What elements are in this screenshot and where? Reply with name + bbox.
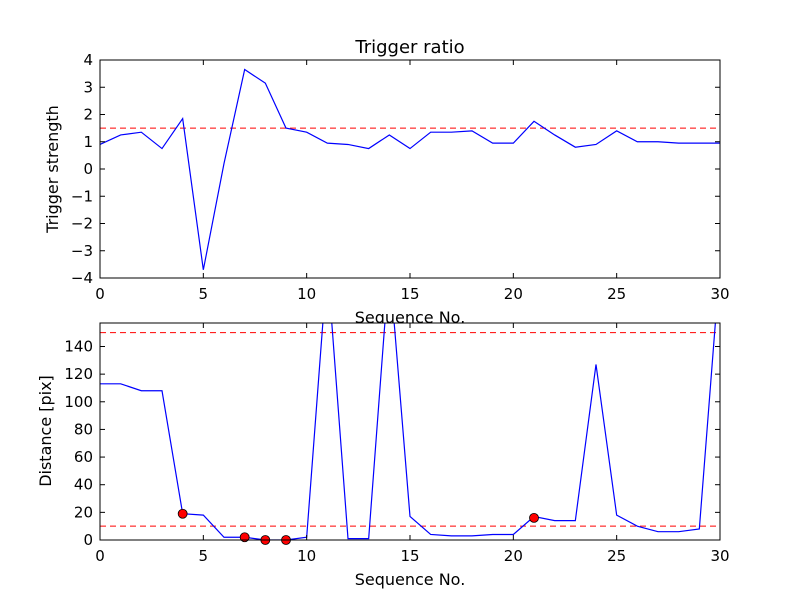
y-tick-label: 2 (83, 106, 93, 124)
y-tick-label: 3 (83, 78, 93, 96)
y-tick-label: 1 (83, 133, 93, 151)
x-axis-label: Sequence No. (355, 570, 466, 589)
x-tick-label: 25 (607, 285, 626, 303)
x-tick-label: 5 (199, 285, 209, 303)
y-axis-label: Distance [pix] (36, 375, 55, 487)
y-tick-label: 120 (64, 365, 93, 383)
y-tick-label: 100 (64, 393, 93, 411)
x-tick-label: 20 (504, 285, 523, 303)
x-tick-label: 10 (297, 285, 316, 303)
x-tick-label: 30 (710, 547, 729, 565)
x-tick-label: 5 (199, 547, 209, 565)
x-tick-label: 20 (504, 547, 523, 565)
trigger-ratio-plot: Trigger ratio 0 5 10 15 20 25 30 43210−1−2−3−4… (43, 37, 730, 327)
series-line (100, 68, 720, 270)
data-point-marker (529, 512, 539, 523)
y-tick-label: −2 (71, 215, 93, 233)
y-tick-label: 40 (74, 476, 93, 494)
distance-plot: 0 5 10 15 20 25 30 140 120 100 80 60 40 20 0 Sequence… (36, 322, 730, 589)
y-tick-label: 140 (64, 337, 93, 355)
chart-title: Trigger ratio (354, 37, 464, 58)
y-tick-label: −3 (71, 242, 93, 260)
y-tick-label: 0 (83, 160, 93, 178)
plot-area (100, 323, 720, 540)
x-tick-label: 30 (710, 285, 729, 303)
x-axis-label: Sequence No. (355, 308, 466, 327)
series-line (100, 323, 716, 540)
data-point-marker (177, 508, 188, 519)
x-tick-label: 15 (400, 547, 419, 565)
plot-area (100, 60, 720, 278)
y-tick-label: −1 (71, 187, 93, 205)
y-tick-label: 20 (74, 503, 93, 521)
y-tick-label: −4 (71, 269, 93, 287)
y-tick-label: 80 (74, 420, 93, 438)
y-tick-label: 4 (83, 51, 93, 69)
y-tick-label: 60 (74, 448, 93, 466)
y-tick-label: 0 (83, 531, 93, 549)
x-tick-label: 25 (607, 547, 626, 565)
x-tick-label: 0 (95, 285, 105, 303)
y-axis-label: Trigger strength (43, 105, 62, 234)
x-tick-label: 15 (400, 285, 419, 303)
x-tick-label: 10 (297, 547, 316, 565)
x-tick-label: 0 (95, 547, 105, 565)
data-point-marker (239, 532, 250, 543)
